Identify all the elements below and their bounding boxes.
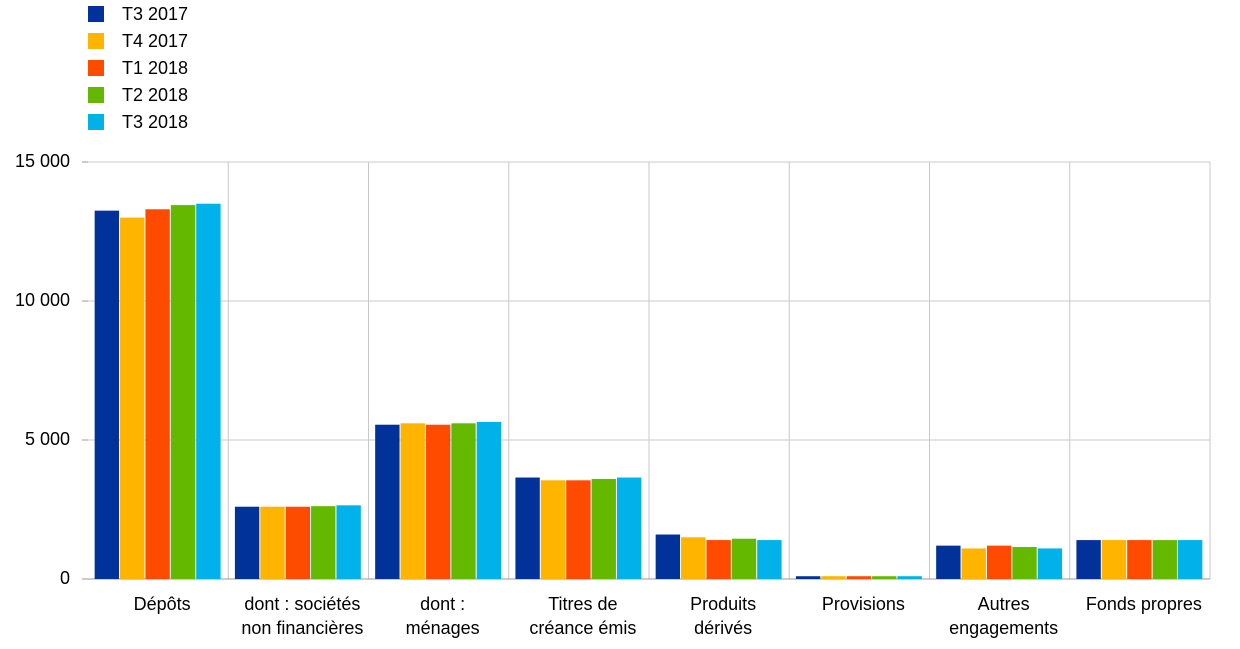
legend-swatch: [88, 114, 104, 130]
legend-label: T2 2018: [122, 85, 188, 105]
bar: [1152, 540, 1177, 579]
bar: [285, 506, 311, 579]
y-tick-label: 10 000: [15, 290, 70, 310]
bar: [311, 506, 336, 579]
x-tick-label: dont : ménages: [405, 594, 480, 638]
legend-swatch: [88, 6, 104, 22]
x-tick-label: Autres engagements: [949, 594, 1059, 638]
legend-label: T3 2017: [122, 4, 188, 24]
bar: [94, 210, 120, 579]
y-tick-label: 5 000: [25, 429, 70, 449]
legend-swatch: [88, 87, 104, 103]
bar: [681, 537, 706, 579]
bar: [1101, 540, 1127, 579]
legend-label: T3 2018: [122, 112, 188, 132]
bar: [196, 203, 221, 579]
bar: [400, 423, 425, 579]
bar: [540, 480, 566, 579]
bar: [616, 477, 642, 579]
x-tick-label: Produits dérivés: [690, 594, 757, 638]
bar: [515, 477, 540, 579]
bar: [795, 576, 821, 579]
y-tick-label: 15 000: [15, 151, 70, 171]
bar: [655, 534, 681, 579]
x-tick-label: Titres de créance émis: [529, 594, 637, 638]
bar: [566, 480, 591, 579]
bar: [476, 421, 502, 579]
bar: [375, 424, 400, 579]
bar: [706, 540, 731, 579]
bar: [1037, 548, 1063, 579]
bar: [1012, 547, 1037, 579]
bar: [986, 545, 1012, 579]
x-tick-label: Provisions: [821, 594, 905, 614]
bar: [961, 548, 986, 579]
bar: [170, 205, 196, 579]
bar: [1076, 540, 1101, 579]
bar: [425, 424, 451, 579]
legend-swatch: [88, 33, 104, 49]
bar: [1127, 540, 1152, 579]
bar: [897, 576, 922, 579]
bar: [821, 576, 846, 579]
y-tick-label: 0: [60, 568, 70, 588]
bar: [234, 506, 260, 579]
bar: [145, 209, 170, 579]
bar: [336, 505, 361, 579]
bar: [120, 217, 145, 579]
bar: [731, 538, 757, 579]
legend-swatch: [88, 60, 104, 76]
bar: [451, 423, 476, 579]
bar: [1177, 540, 1203, 579]
bar: [936, 545, 961, 579]
legend-label: T4 2017: [122, 31, 188, 51]
legend-label: T1 2018: [122, 58, 188, 78]
bar: [846, 576, 872, 579]
bar: [260, 506, 285, 579]
bar: [757, 540, 782, 579]
x-tick-label: Dépôts: [133, 594, 191, 614]
x-tick-label: dont : sociétés non financières: [241, 594, 364, 638]
bar: [591, 478, 616, 579]
bar: [872, 576, 897, 579]
x-tick-label: Fonds propres: [1085, 594, 1202, 614]
